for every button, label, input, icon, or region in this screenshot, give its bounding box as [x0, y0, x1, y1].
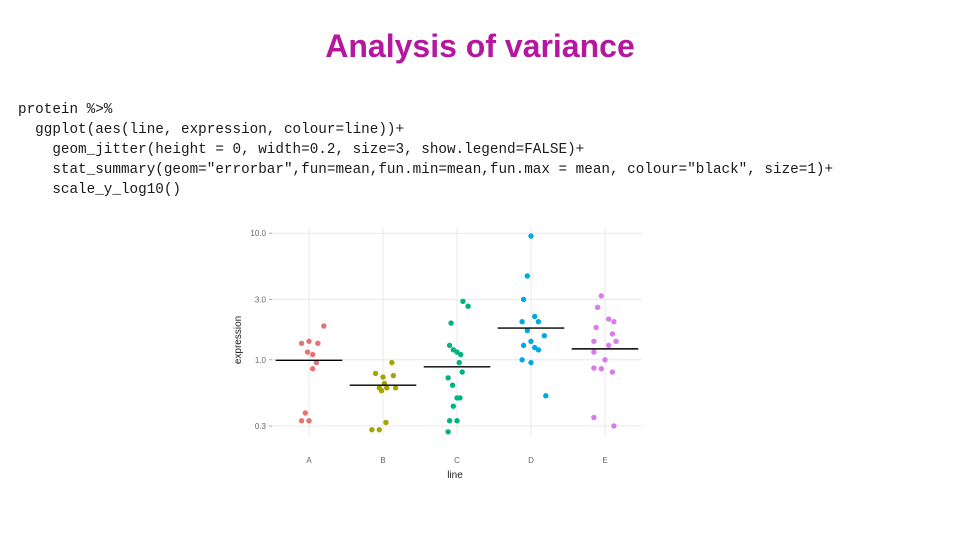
code-line: scale_y_log10() — [18, 182, 182, 198]
code-line: protein %>% — [18, 102, 113, 118]
data-point-a — [304, 349, 311, 355]
data-point-d — [524, 327, 530, 334]
data-point-b — [378, 387, 385, 394]
data-point-c — [457, 395, 463, 401]
data-point-c — [449, 382, 456, 388]
data-point-a — [298, 418, 305, 424]
data-point-d — [528, 233, 534, 239]
data-point-e — [611, 423, 617, 429]
data-point-e — [591, 365, 597, 371]
data-point-a — [313, 359, 320, 366]
data-point-e — [591, 414, 597, 421]
data-point-a — [310, 351, 316, 358]
data-point-d — [520, 296, 527, 303]
data-point-d — [520, 342, 527, 349]
x-tick-label: E — [602, 456, 607, 465]
grid — [272, 228, 642, 436]
data-point-b — [369, 427, 375, 433]
y-axis-title: expression — [233, 316, 244, 364]
data-point-b — [389, 359, 395, 366]
x-tick-labels: A B C D E — [306, 456, 607, 465]
data-point-b — [383, 419, 389, 426]
y-tick-label: 1.0 — [255, 356, 267, 365]
code-line: geom_jitter(height = 0, width=0.2, size=… — [18, 142, 585, 158]
data-point-c — [445, 375, 451, 381]
data-point-c — [459, 369, 465, 375]
data-point-b — [380, 374, 386, 380]
x-tick-label: A — [306, 456, 312, 465]
data-point-a — [302, 410, 308, 416]
data-point-a — [315, 340, 321, 347]
data-point-d — [528, 338, 534, 345]
slide-title: Analysis of variance — [325, 28, 635, 64]
y-tick-labels: 10.0 3.0 1.0 0.3 — [250, 229, 272, 431]
data-point-d — [519, 357, 525, 363]
x-tick-label: B — [380, 456, 385, 465]
data-point-c — [445, 429, 451, 435]
data-point-b — [372, 370, 379, 377]
data-point-e — [598, 293, 604, 299]
data-point-e — [609, 331, 616, 337]
data-points — [298, 233, 619, 435]
mean-bars — [275, 327, 639, 386]
y-tick-label: 3.0 — [255, 295, 267, 304]
data-point-c — [450, 403, 456, 409]
x-tick-label: C — [454, 456, 460, 465]
data-point-a — [306, 418, 312, 424]
x-axis-title: line — [447, 470, 463, 481]
data-point-a — [321, 323, 327, 329]
y-tick-label: 0.3 — [255, 422, 267, 431]
code-block: protein %>% ggplot(aes(line, expression,… — [18, 100, 833, 200]
data-point-a — [310, 366, 316, 372]
data-point-a — [306, 338, 312, 345]
data-point-e — [602, 357, 608, 363]
data-point-c — [465, 303, 471, 309]
data-point-e — [613, 338, 619, 345]
data-point-d — [543, 393, 549, 399]
data-point-c — [446, 342, 453, 349]
data-point-e — [606, 342, 612, 349]
code-line: stat_summary(geom="errorbar",fun=mean,fu… — [18, 162, 834, 178]
data-point-e — [591, 338, 597, 345]
data-point-e — [591, 349, 597, 355]
data-point-d — [532, 313, 538, 320]
data-point-d — [519, 319, 525, 325]
data-point-c — [454, 418, 460, 424]
data-point-b — [384, 385, 390, 391]
data-point-e — [606, 316, 612, 322]
code-line: ggplot(aes(line, expression, colour=line… — [18, 122, 405, 138]
data-point-b — [392, 385, 399, 391]
data-point-a — [298, 340, 305, 347]
data-point-e — [598, 366, 604, 372]
data-point-e — [594, 304, 601, 310]
data-point-e — [611, 319, 617, 325]
jitter-plot: 10.0 3.0 1.0 0.3 A B C D E expression line — [233, 228, 642, 481]
data-point-d — [541, 333, 548, 339]
data-point-c — [446, 418, 453, 424]
data-point-e — [609, 369, 616, 375]
data-point-e — [593, 324, 599, 331]
data-point-d — [535, 347, 542, 353]
data-point-d — [535, 319, 542, 325]
data-point-c — [456, 359, 462, 366]
data-point-d — [528, 359, 534, 366]
data-point-c — [460, 298, 466, 304]
x-tick-label: D — [528, 456, 534, 465]
data-point-b — [376, 427, 382, 433]
data-point-b — [390, 372, 397, 379]
data-point-c — [448, 320, 454, 326]
data-point-d — [524, 273, 530, 279]
y-tick-label: 10.0 — [250, 229, 266, 238]
data-point-c — [458, 351, 464, 358]
